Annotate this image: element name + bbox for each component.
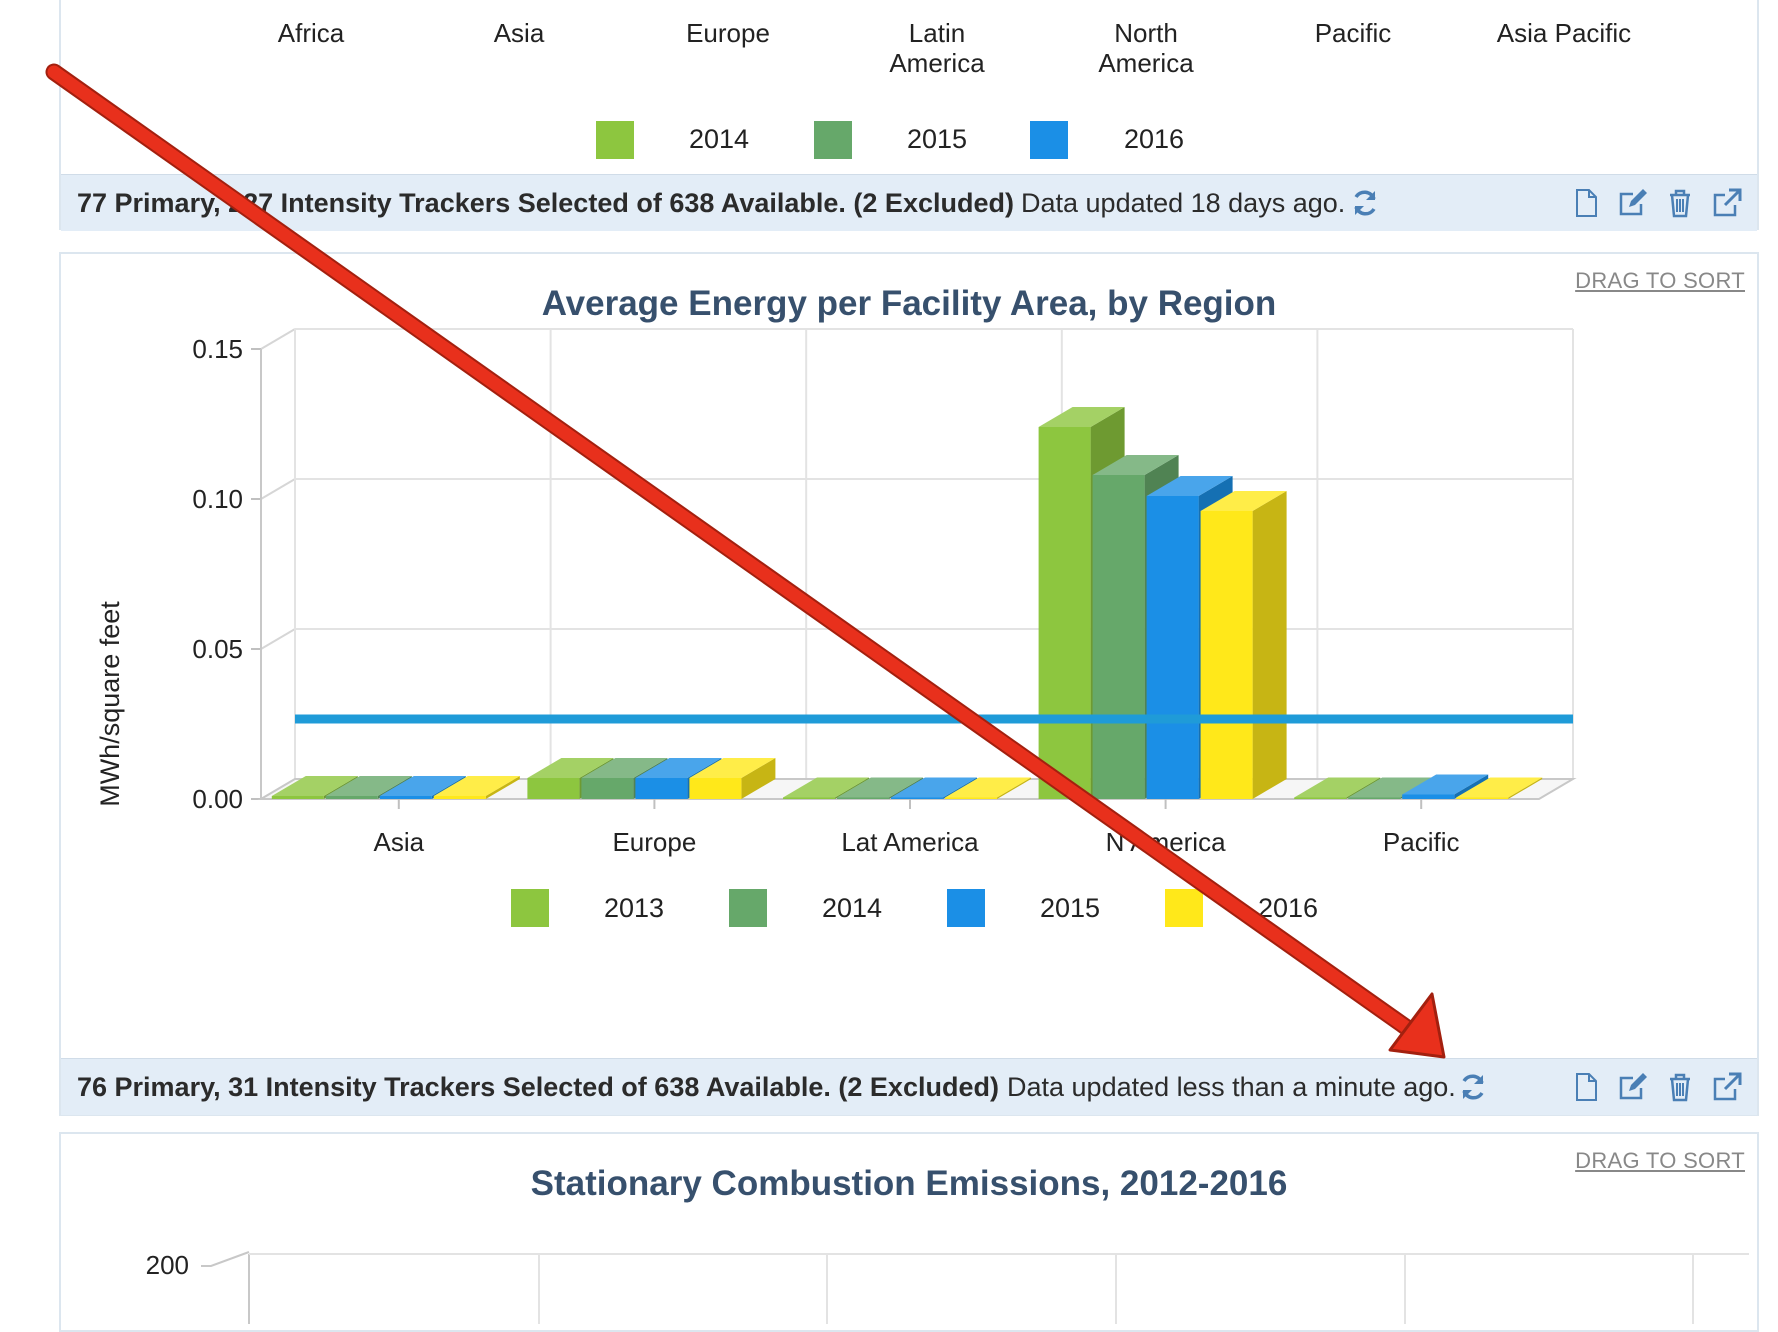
legend-swatch-2015[interactable] bbox=[814, 121, 852, 159]
refresh-icon[interactable] bbox=[1349, 187, 1381, 219]
legend-swatch-2016[interactable] bbox=[1030, 121, 1068, 159]
y-tick-label: 0.10 bbox=[192, 484, 243, 514]
y-tick-label: 0.00 bbox=[192, 784, 243, 814]
selection-summary: 77 Primary, 227 Intensity Trackers Selec… bbox=[77, 188, 1014, 218]
bar-2015-pacific[interactable] bbox=[1402, 774, 1489, 800]
chart-title: Stationary Combustion Emissions, 2012-20… bbox=[530, 1164, 1288, 1203]
x-tick-label: Asia bbox=[493, 18, 545, 48]
legend-item-2013[interactable]: 2013 bbox=[511, 889, 664, 927]
gridline-side bbox=[260, 478, 296, 500]
data-updated-text: Data updated less than a minute ago. bbox=[1007, 1072, 1456, 1102]
panel-footer: 77 Primary, 227 Intensity Trackers Selec… bbox=[61, 174, 1757, 231]
x-tick-label: Latin America bbox=[889, 18, 985, 78]
legend-swatch[interactable] bbox=[511, 889, 549, 927]
x-tick-label: North America bbox=[1098, 18, 1194, 78]
x-tick-label: Lat America bbox=[841, 827, 979, 857]
panel-footer: 76 Primary, 31 Intensity Trackers Select… bbox=[61, 1058, 1757, 1115]
external-link-icon[interactable] bbox=[1711, 1071, 1743, 1103]
x-tick-label: Pacific bbox=[1314, 18, 1392, 48]
y-tick-label: 0.15 bbox=[192, 334, 243, 364]
edit-icon[interactable] bbox=[1617, 1071, 1649, 1103]
legend-item-2016[interactable]: 2016 bbox=[1165, 889, 1318, 927]
legend-swatch-2014[interactable] bbox=[596, 121, 634, 159]
external-link-icon[interactable] bbox=[1711, 187, 1743, 219]
emissions-chart-panel: DRAG TO SORT Stationary Combustion Emiss… bbox=[59, 1132, 1759, 1332]
refresh-icon[interactable] bbox=[1457, 1071, 1489, 1103]
legend-label[interactable]: 2015 bbox=[907, 124, 968, 154]
x-tick-label: Asia bbox=[374, 827, 425, 857]
x-tick-label: Asia Pacific bbox=[1496, 18, 1632, 48]
x-tick-label: Africa bbox=[277, 18, 345, 48]
legend-label[interactable]: 2014 bbox=[689, 124, 750, 154]
gridline-side bbox=[260, 328, 296, 350]
x-tick-label: Pacific bbox=[1383, 827, 1460, 857]
bar-2016-n-america[interactable] bbox=[1200, 491, 1287, 799]
y-axis-label: MWh/square feet bbox=[95, 601, 125, 807]
trash-icon[interactable] bbox=[1664, 187, 1696, 219]
legend-label[interactable]: 2016 bbox=[1258, 893, 1318, 923]
top-chart-panel: Africa Asia Europe Latin America North A… bbox=[59, 0, 1759, 231]
data-updated-text: Data updated 18 days ago. bbox=[1021, 188, 1346, 218]
bar-2016-pacific[interactable] bbox=[1456, 777, 1543, 800]
gridline-side bbox=[260, 628, 296, 650]
edit-icon[interactable] bbox=[1617, 187, 1649, 219]
legend-swatch[interactable] bbox=[947, 889, 985, 927]
legend-label[interactable]: 2016 bbox=[1124, 124, 1185, 154]
chart-title: Average Energy per Facility Area, by Reg… bbox=[541, 284, 1277, 323]
legend-label[interactable]: 2014 bbox=[822, 893, 882, 923]
document-icon[interactable] bbox=[1570, 1071, 1602, 1103]
energy-bar-chart: 0.00 0.05 0.10 0.15 Asia Europe Lat America N A… bbox=[95, 328, 1577, 927]
legend-item-2015[interactable]: 2015 bbox=[947, 889, 1100, 927]
drag-to-sort-handle[interactable]: DRAG TO SORT bbox=[1575, 268, 1745, 293]
x-tick-label: Europe bbox=[686, 18, 770, 48]
trash-icon[interactable] bbox=[1664, 1071, 1696, 1103]
x-tick-label: Europe bbox=[612, 827, 696, 857]
drag-to-sort-handle[interactable]: DRAG TO SORT bbox=[1575, 1148, 1745, 1173]
emissions-chart-area: 200 bbox=[146, 1250, 1749, 1324]
y-tick-label: 200 bbox=[146, 1250, 189, 1280]
legend-swatch[interactable] bbox=[729, 889, 767, 927]
legend-item-2014[interactable]: 2014 bbox=[729, 889, 882, 927]
energy-chart-panel: DRAG TO SORT Average Energy per Facility… bbox=[59, 252, 1759, 1116]
y-tick-label: 0.05 bbox=[192, 634, 243, 664]
x-tick-label: N America bbox=[1106, 827, 1226, 857]
document-icon[interactable] bbox=[1570, 187, 1602, 219]
legend-swatch[interactable] bbox=[1165, 889, 1203, 927]
legend-label[interactable]: 2015 bbox=[1040, 893, 1100, 923]
selection-summary: 76 Primary, 31 Intensity Trackers Select… bbox=[77, 1072, 999, 1102]
legend-label[interactable]: 2013 bbox=[604, 893, 664, 923]
